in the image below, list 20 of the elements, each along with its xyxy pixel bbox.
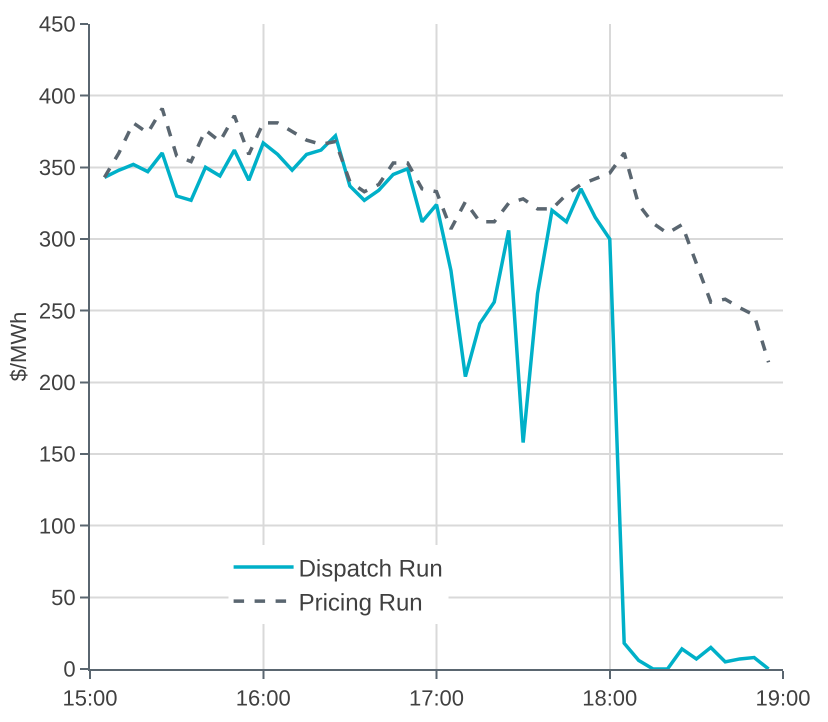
legend-label: Dispatch Run <box>298 555 443 582</box>
line-series <box>102 106 770 364</box>
legend-label: Pricing Run <box>298 590 423 617</box>
y-tick-label: 250 <box>38 298 76 324</box>
x-tick-label: 17:00 <box>408 685 464 710</box>
y-tick-label: 100 <box>38 513 76 538</box>
y-tick-label: 50 <box>51 585 76 610</box>
y-tick-label: 450 <box>38 12 76 37</box>
y-tick-label: 150 <box>38 442 76 467</box>
y-tick-label: 200 <box>38 370 76 396</box>
y-tick-label: 400 <box>38 83 76 108</box>
line-series <box>102 134 770 669</box>
y-tick-label: 0 <box>63 656 76 682</box>
x-tick-label: 19:00 <box>755 685 811 710</box>
y-tick-label: 350 <box>38 155 76 180</box>
y-tick-label: 300 <box>38 226 76 252</box>
x-tick-label: 18:00 <box>582 685 638 710</box>
y-axis-title: $/MWh <box>6 312 32 382</box>
x-tick-label: 16:00 <box>236 685 291 710</box>
x-tick-label: 15:00 <box>62 685 118 710</box>
